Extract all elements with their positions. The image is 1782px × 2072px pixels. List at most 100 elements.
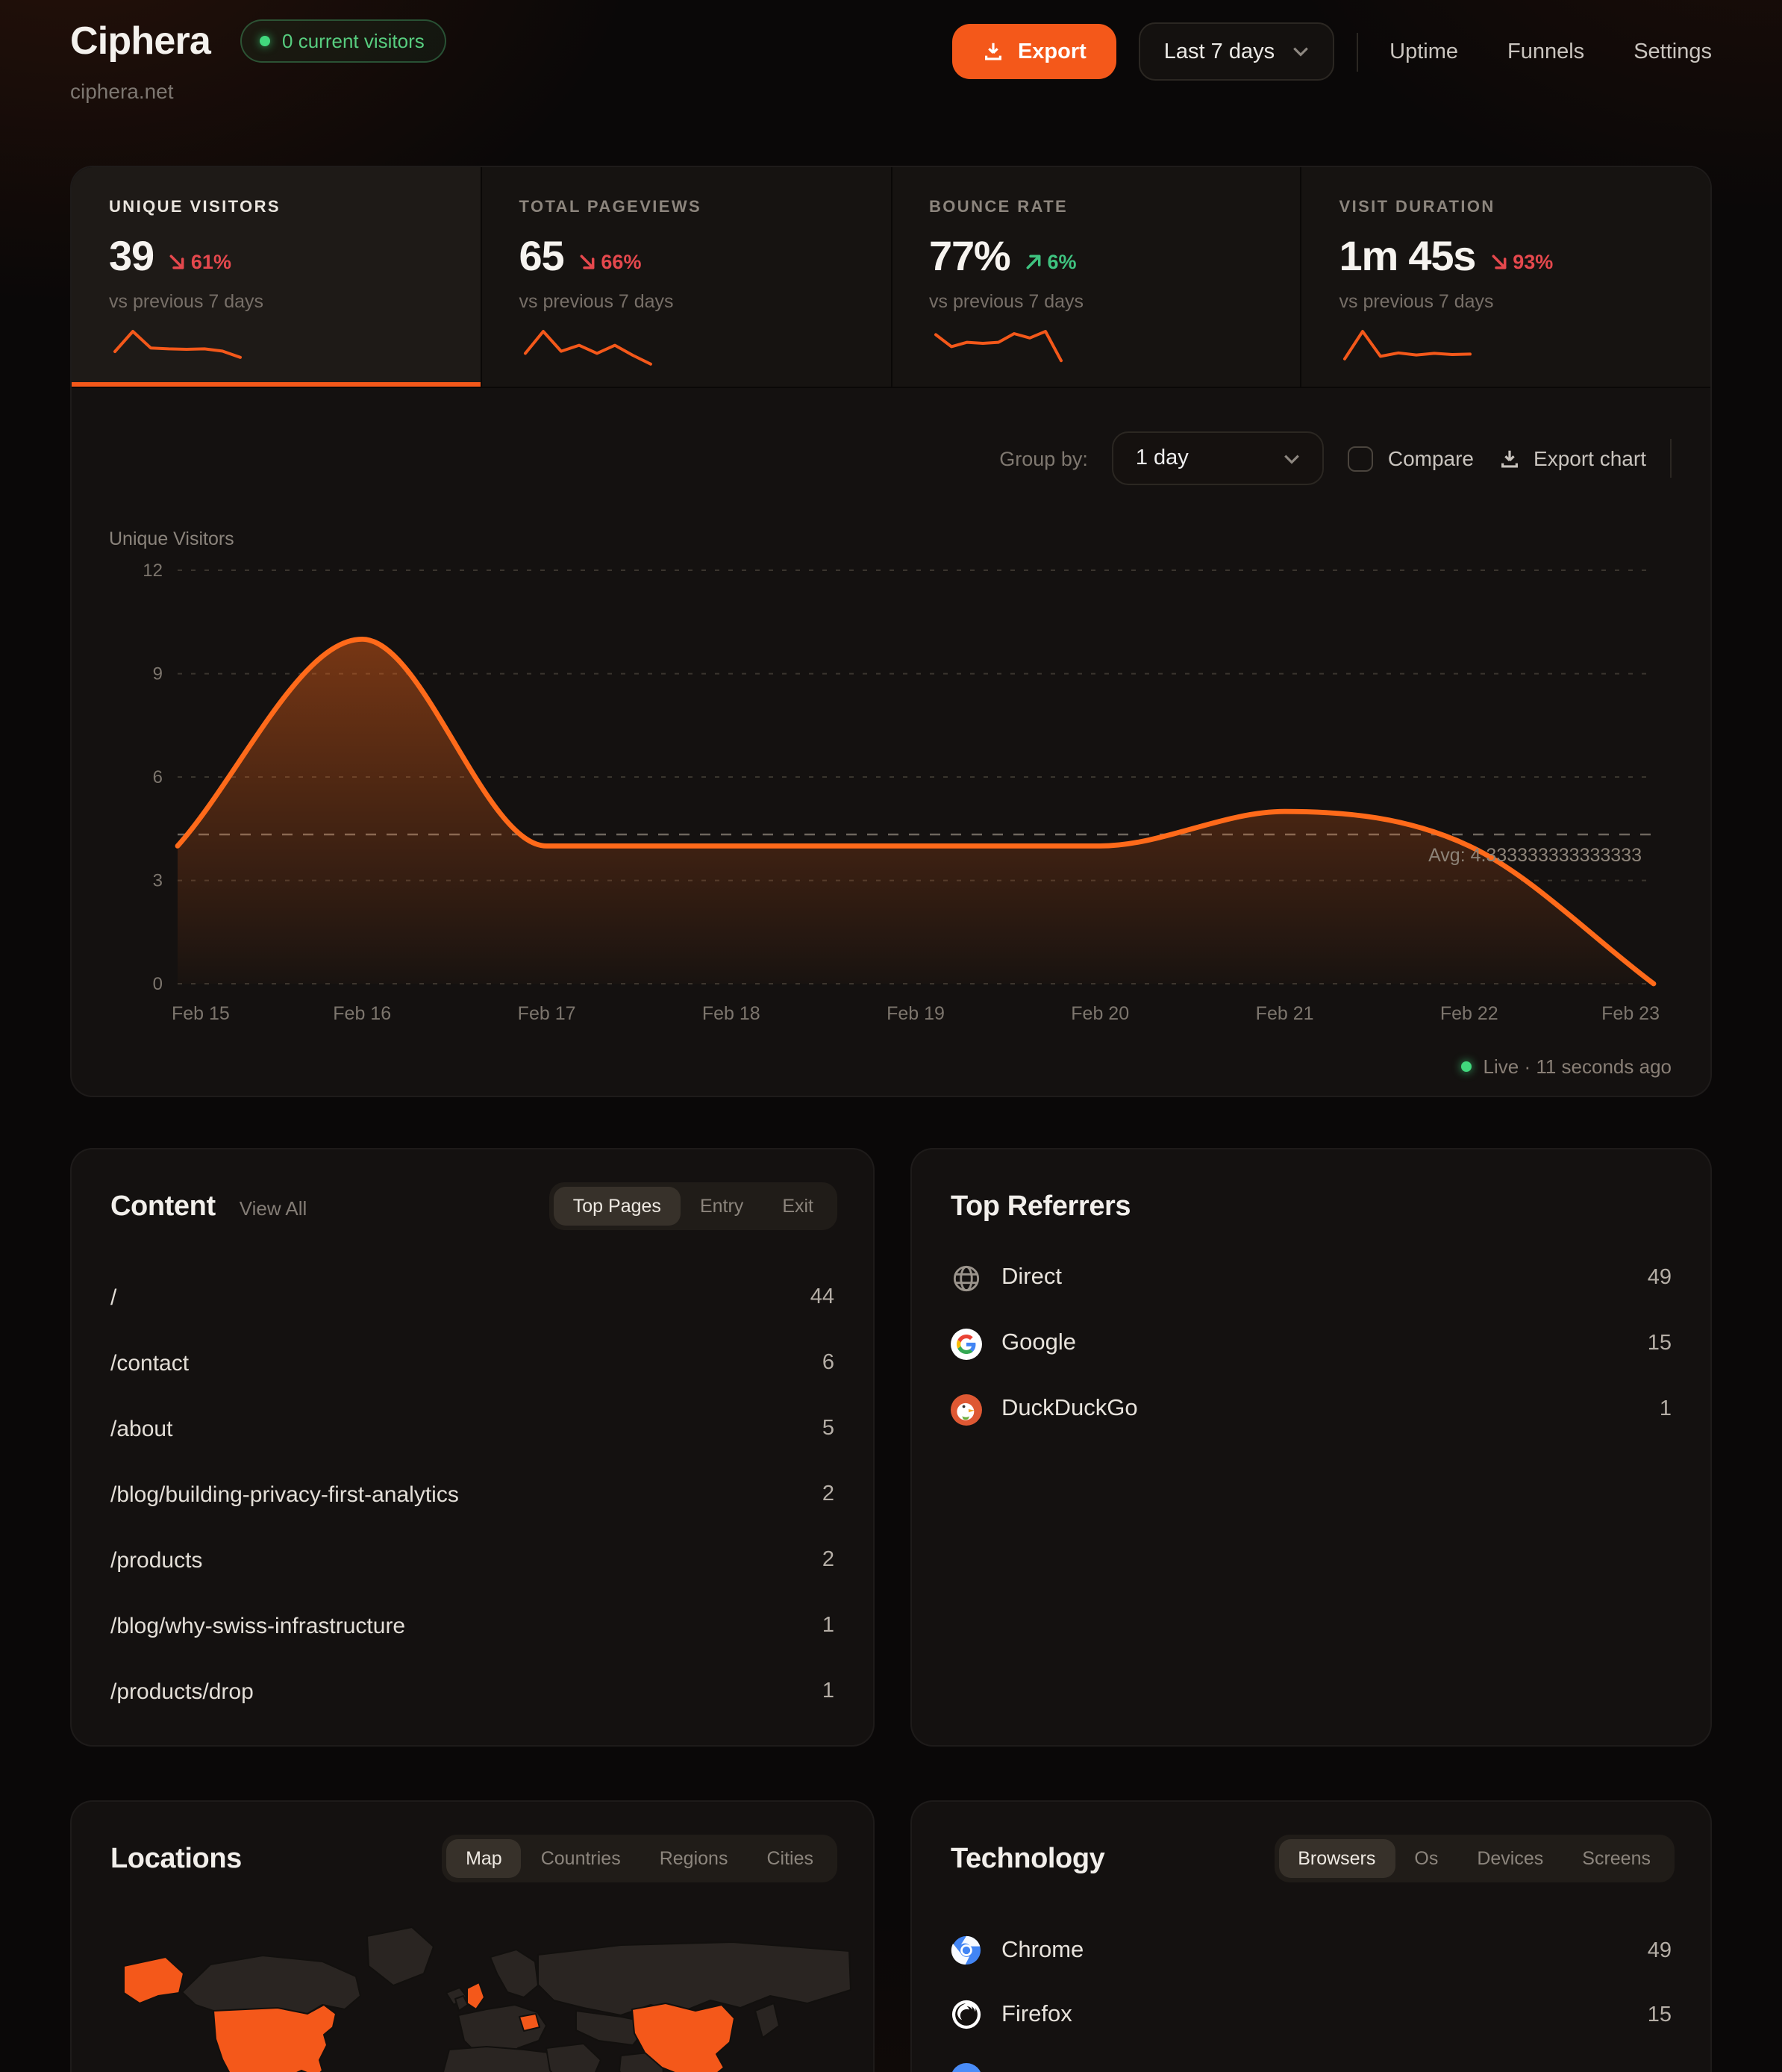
map-china-highlight — [631, 2003, 735, 2072]
sparkline — [113, 330, 242, 359]
map-alaska-highlight — [123, 1956, 184, 2004]
svg-text:Feb 15: Feb 15 — [172, 1003, 230, 1024]
current-visitors-label: 0 current visitors — [282, 30, 425, 52]
tab-entry[interactable]: Entry — [699, 1196, 744, 1217]
referrer-row[interactable]: Google 15 — [951, 1311, 1672, 1376]
stat-card-total-pageviews[interactable]: TOTAL PAGEVIEWS 65 66% vs previous 7 day… — [481, 167, 890, 387]
content-panel: Content View All Top Pages Entry Exit /4… — [70, 1148, 875, 1747]
map-russia — [537, 1941, 851, 2016]
nav-uptime[interactable]: Uptime — [1389, 40, 1458, 63]
tab-cities[interactable]: Cities — [766, 1848, 813, 1869]
live-dot-icon — [1460, 1061, 1472, 1072]
world-map[interactable] — [99, 1921, 852, 2072]
export-chart-button[interactable]: Export chart — [1498, 446, 1646, 470]
unique-visitors-chart[interactable]: 0 3 6 9 12 Avg: 4.333333333333333 Feb 15 Feb 16… — [72, 387, 1712, 1097]
tab-devices[interactable]: Devices — [1477, 1848, 1544, 1869]
browser-row[interactable]: Firefox 15 — [951, 1982, 1672, 2047]
stat-value: 77% — [929, 233, 1011, 279]
svg-text:12: 12 — [143, 561, 163, 581]
tab-os[interactable]: Os — [1414, 1848, 1439, 1869]
view-all-link[interactable]: View All — [239, 1197, 307, 1220]
page-row[interactable]: /blog/why-swiss-infrastructure 1 — [110, 1613, 834, 1638]
map-eastern-europe-highlight — [519, 2013, 540, 2032]
svg-text:Feb 17: Feb 17 — [518, 1003, 576, 1024]
map-uk-highlight — [466, 1982, 485, 2010]
svg-text:Feb 22: Feb 22 — [1440, 1003, 1498, 1024]
browser-row[interactable]: Chrome 49 — [951, 1918, 1672, 1982]
top-referrers-panel: Top Referrers Direct 49 — [910, 1148, 1712, 1747]
stat-cards-row: UNIQUE VISITORS 39 61% vs previous 7 day… — [72, 167, 1710, 388]
controls-divider — [1670, 439, 1672, 478]
svg-text:Feb 20: Feb 20 — [1071, 1003, 1129, 1024]
page-row[interactable]: /blog/building-privacy-first-analytics 2 — [110, 1482, 834, 1507]
stat-value: 39 — [109, 233, 154, 279]
chevron-down-icon — [1293, 47, 1308, 57]
svg-text:9: 9 — [153, 664, 163, 684]
content-tabs: Top Pages Entry Exit — [548, 1182, 837, 1230]
group-by-select[interactable]: 1 day — [1111, 431, 1324, 485]
stat-card-bounce-rate[interactable]: BOUNCE RATE 77% 6% vs previous 7 days — [892, 167, 1301, 387]
page-row[interactable]: /contact 6 — [110, 1350, 834, 1376]
compare-toggle[interactable]: Compare — [1347, 446, 1474, 471]
live-visitors-dot-icon — [260, 36, 271, 46]
nav-settings[interactable]: Settings — [1634, 40, 1712, 63]
nav-funnels[interactable]: Funnels — [1507, 40, 1585, 63]
page-row[interactable]: /44 — [110, 1285, 834, 1310]
tab-regions[interactable]: Regions — [659, 1848, 728, 1869]
group-by-label: Group by: — [999, 447, 1088, 469]
google-icon — [951, 1328, 982, 1359]
svg-text:Feb 18: Feb 18 — [702, 1003, 760, 1024]
sparkline — [1343, 330, 1472, 361]
download-icon — [1501, 449, 1517, 467]
stat-card-unique-visitors[interactable]: UNIQUE VISITORS 39 61% vs previous 7 day… — [72, 167, 481, 387]
page-row[interactable]: /about 5 — [110, 1416, 834, 1441]
stat-value: 1m 45s — [1339, 233, 1477, 279]
technology-title: Technology — [951, 1844, 1105, 1875]
stat-value: 65 — [519, 233, 565, 279]
locations-tabs: Map Countries Regions Cities — [442, 1835, 837, 1882]
current-visitors-badge: 0 current visitors — [240, 19, 447, 63]
globe-icon — [951, 1262, 982, 1294]
sparkline — [934, 330, 1062, 363]
stat-card-visit-duration[interactable]: VISIT DURATION 1m 45s 93% vs previous 7 … — [1301, 167, 1710, 387]
tab-countries[interactable]: Countries — [540, 1848, 621, 1869]
date-range-select[interactable]: Last 7 days — [1138, 22, 1335, 81]
firefox-icon — [951, 1999, 982, 2030]
sparkline — [523, 330, 652, 366]
browser-row[interactable] — [951, 2047, 1672, 2072]
tab-map[interactable]: Map — [446, 1839, 522, 1878]
svg-text:0: 0 — [153, 974, 163, 994]
referrer-row[interactable]: DuckDuckGo 1 — [951, 1376, 1672, 1442]
referrer-row[interactable]: Direct 49 — [951, 1245, 1672, 1311]
technology-tabs: Browsers Os Devices Screens — [1274, 1835, 1675, 1882]
map-middle-east — [545, 2043, 601, 2072]
map-scandinavia — [490, 1949, 539, 1998]
active-tab-underline — [72, 382, 481, 387]
tab-exit[interactable]: Exit — [782, 1196, 813, 1217]
tab-screens[interactable]: Screens — [1582, 1848, 1651, 1869]
svg-text:Feb 19: Feb 19 — [887, 1003, 945, 1024]
main-chart-section: Group by: 1 day Compare Export chart Uni… — [72, 387, 1710, 1096]
page-row[interactable]: /products 2 — [110, 1547, 834, 1573]
map-usa-highlight — [213, 2004, 337, 2072]
chart-series-label: Unique Visitors — [109, 528, 234, 549]
chevron-down-icon — [1284, 454, 1299, 464]
map-greenland — [366, 1926, 434, 1986]
map-ireland — [454, 1995, 469, 2012]
referrers-title: Top Referrers — [951, 1191, 1131, 1223]
svg-text:Avg: 4.333333333333333: Avg: 4.333333333333333 — [1428, 845, 1642, 866]
download-icon — [984, 43, 1001, 60]
tab-browsers[interactable]: Browsers — [1278, 1839, 1395, 1878]
tab-top-pages[interactable]: Top Pages — [553, 1187, 681, 1226]
locations-panel: Locations Map Countries Regions Cities — [70, 1800, 875, 2072]
browser-icon — [951, 2063, 982, 2072]
export-button[interactable]: Export — [951, 24, 1116, 79]
map-africa — [443, 2046, 581, 2072]
svg-text:Feb 16: Feb 16 — [333, 1003, 391, 1024]
technology-panel: Technology Browsers Os Devices Screens — [910, 1800, 1712, 2072]
compare-checkbox[interactable] — [1347, 446, 1373, 471]
site-domain: ciphera.net — [70, 79, 174, 103]
page-row[interactable]: /products/drop 1 — [110, 1679, 834, 1704]
chrome-icon — [951, 1935, 982, 1966]
